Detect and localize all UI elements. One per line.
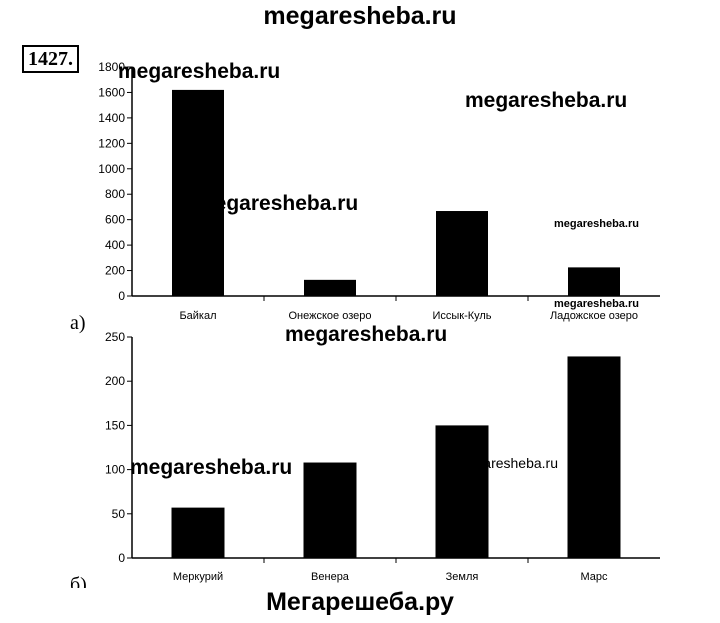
chart-b-bar [303, 462, 357, 558]
chart-b-y-tick-label: 250 [105, 330, 125, 344]
chart-b-category-label: Земля [446, 571, 479, 583]
chart-a-bar [436, 211, 488, 296]
chart-a-y-tick-label: 1600 [98, 85, 125, 99]
chart-b-y-tick-label: 150 [105, 418, 125, 432]
chart-b-category-label: Марс [580, 571, 608, 583]
watermark: megaresheba.ru [482, 455, 558, 471]
watermark-clip: megaresheba.ru [482, 453, 558, 475]
site-title: megaresheba.ru [263, 2, 457, 30]
chart-a-y-tick-label: 600 [105, 213, 125, 227]
chart-a-category-label: Байкал [179, 310, 216, 322]
watermark: megaresheba.ru [118, 60, 281, 83]
chart-b-y-tick-label: 200 [105, 374, 125, 388]
chart-a-y-tick-label: 1800 [98, 60, 125, 74]
chart-b-bar [567, 356, 621, 558]
chart-a-category-label: Ладожское озеро [550, 310, 638, 322]
watermark: megaresheba.ru [554, 218, 639, 230]
chart-a-category-label: Иссык-Куль [432, 310, 491, 322]
chart-b-y-tick-label: 50 [112, 507, 126, 521]
chart-b-category-label: Венера [311, 571, 350, 583]
chart-b-letter: б) [70, 574, 87, 588]
chart-a-y-tick-label: 0 [118, 289, 125, 303]
chart-a-y-tick-label: 800 [105, 187, 125, 201]
chart-a-bar [172, 89, 224, 297]
site-footer: Мегарешеба.ру [266, 588, 454, 616]
chart-a-y-tick-label: 1400 [98, 111, 125, 125]
chart-b-bar [435, 425, 489, 558]
chart-a-letter: а) [70, 312, 86, 334]
chart-b-bar [171, 507, 225, 558]
chart-a-y-tick-label: 1200 [98, 136, 125, 150]
problem-number: 1427. [22, 45, 79, 73]
chart-a-bar [304, 279, 356, 296]
chart-b-category-label: Меркурий [173, 571, 223, 583]
chart-a-y-tick-label: 200 [105, 264, 125, 278]
watermark: megaresheba.ru [285, 323, 448, 346]
chart-b-y-tick-label: 100 [105, 463, 125, 477]
watermark: megaresheba.ru [130, 456, 293, 479]
watermark: megaresheba.ru [554, 298, 639, 310]
chart-a-category-label: Онежское озеро [289, 310, 372, 322]
chart-a-y-tick-label: 1000 [98, 162, 125, 176]
watermark: megaresheba.ru [196, 192, 359, 215]
chart-a-bar [568, 267, 620, 296]
chart-a-y-tick-label: 400 [105, 238, 125, 252]
watermark: megaresheba.ru [465, 89, 628, 112]
chart-b-y-tick-label: 0 [118, 551, 125, 565]
